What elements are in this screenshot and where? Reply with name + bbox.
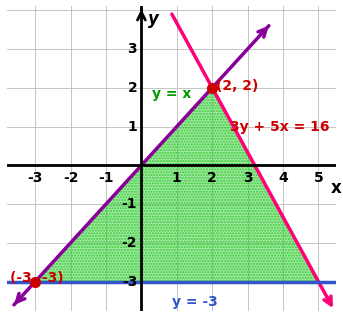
- Text: y: y: [148, 10, 159, 28]
- Text: 2: 2: [207, 171, 217, 185]
- Text: (-3, -3): (-3, -3): [10, 271, 64, 285]
- Text: y = -3: y = -3: [172, 295, 217, 309]
- Text: 3: 3: [243, 171, 252, 185]
- Text: (2, 2): (2, 2): [216, 79, 259, 93]
- Text: -3: -3: [27, 171, 43, 185]
- Text: 5: 5: [314, 171, 323, 185]
- Text: 3: 3: [128, 42, 137, 56]
- Text: y = x: y = x: [152, 87, 191, 101]
- Text: 3y + 5x = 16: 3y + 5x = 16: [230, 120, 329, 133]
- Polygon shape: [35, 88, 318, 281]
- Text: 2: 2: [127, 81, 137, 95]
- Text: x: x: [331, 179, 342, 197]
- Text: 1: 1: [127, 120, 137, 133]
- Text: 4: 4: [278, 171, 288, 185]
- Text: -1: -1: [98, 171, 114, 185]
- Text: -2: -2: [122, 236, 137, 250]
- Text: 1: 1: [172, 171, 182, 185]
- Text: -1: -1: [122, 197, 137, 211]
- Text: -2: -2: [63, 171, 78, 185]
- Text: -3: -3: [122, 275, 137, 288]
